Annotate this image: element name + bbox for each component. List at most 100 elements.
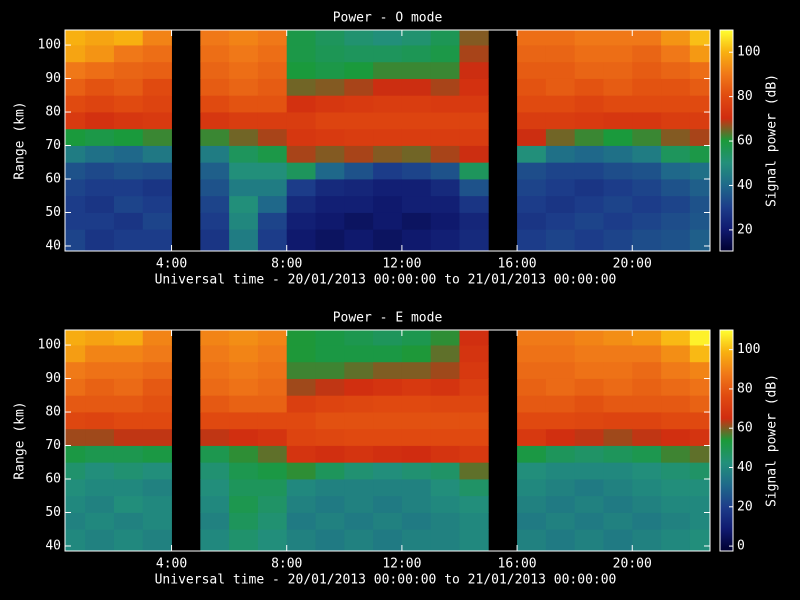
heat-cell (459, 145, 489, 163)
heat-cell (85, 378, 115, 396)
heat-cell (401, 428, 432, 446)
heat-cell (344, 512, 374, 530)
heat-cell (200, 361, 230, 379)
heat-cell (344, 529, 374, 552)
heat-cell (459, 345, 489, 363)
heat-cell (689, 162, 711, 180)
heat-cell (574, 95, 604, 113)
x-tick-label: 8:00 (271, 257, 302, 272)
heat-cell (545, 45, 576, 63)
heat-cell (200, 479, 230, 497)
heat-cell (373, 330, 403, 346)
heat-cell (85, 412, 115, 430)
heat-cell (401, 162, 432, 180)
heat-cell (344, 428, 374, 446)
heat-cell (142, 361, 172, 379)
heat-cell (315, 330, 345, 346)
heat-cell (113, 395, 144, 413)
heat-cell (229, 345, 259, 363)
heat-cell (661, 78, 691, 96)
heat-cell (315, 78, 345, 96)
heat-cell (401, 212, 432, 230)
heat-cell (459, 495, 489, 513)
heat-cell (85, 45, 115, 63)
heat-cell (142, 179, 172, 197)
heat-cell (517, 45, 547, 63)
heat-cell (286, 395, 316, 413)
heat-cell (286, 195, 316, 213)
heat-cell (113, 212, 144, 230)
heat-cell (286, 412, 316, 430)
heat-cell (113, 112, 144, 130)
heat-cell (661, 495, 691, 513)
heat-cell (430, 529, 460, 552)
heat-cell (257, 179, 288, 197)
x-tick-label: 16:00 (498, 557, 537, 572)
colorbar-tick-label: 80 (737, 381, 753, 396)
heat-cell (603, 95, 633, 113)
heat-cell (315, 45, 345, 63)
heat-cell (65, 495, 86, 513)
heat-cell (574, 345, 604, 363)
heat-cell (373, 162, 403, 180)
heat-cell (142, 378, 172, 396)
heat-cell (229, 212, 259, 230)
heat-cell (315, 512, 345, 530)
heat-cell (689, 145, 711, 163)
heat-cell (200, 495, 230, 513)
heat-cell (200, 212, 230, 230)
heat-cell (632, 361, 662, 379)
heat-cell (65, 529, 86, 552)
heat-cell (257, 128, 288, 146)
y-axis-label: Range (km) (13, 401, 28, 479)
heat-cell (459, 128, 489, 146)
heat-cell (661, 229, 691, 252)
heat-cell (142, 145, 172, 163)
heat-cell (257, 395, 288, 413)
heat-cell (344, 145, 374, 163)
heat-cell (315, 145, 345, 163)
heat-cell (401, 78, 432, 96)
x-tick-label: 16:00 (498, 257, 537, 272)
heat-cell (517, 361, 547, 379)
heat-cell (373, 112, 403, 130)
heat-cell (113, 128, 144, 146)
heat-cell (315, 195, 345, 213)
heat-cell (229, 330, 259, 346)
heat-cell (286, 445, 316, 463)
heat-cell (344, 445, 374, 463)
heat-cell (517, 212, 547, 230)
heat-cell (344, 495, 374, 513)
heat-cell (65, 361, 86, 379)
heat-cell (689, 112, 711, 130)
heat-cell (459, 112, 489, 130)
heat-cell (632, 529, 662, 552)
heat-cell (85, 395, 115, 413)
y-tick-label: 60 (45, 172, 61, 187)
heat-cell (517, 30, 547, 46)
heat-cell (574, 78, 604, 96)
heat-cell (142, 78, 172, 96)
heat-cell (689, 512, 711, 530)
heat-cell (344, 30, 374, 46)
heat-cell (286, 95, 316, 113)
heat-cell (401, 495, 432, 513)
heat-cell (545, 361, 576, 379)
heat-cell (373, 345, 403, 363)
heat-cell (315, 162, 345, 180)
heat-cell (229, 512, 259, 530)
y-tick-label: 100 (38, 338, 61, 353)
heat-cell (286, 345, 316, 363)
heat-cell (632, 378, 662, 396)
heat-cell (113, 345, 144, 363)
heat-cell (603, 428, 633, 446)
heat-cell (257, 462, 288, 480)
heat-cell (229, 30, 259, 46)
heat-cell (632, 495, 662, 513)
y-tick-label: 50 (45, 205, 61, 220)
colorbar-tick-label: 0 (737, 539, 745, 554)
y-tick-label: 80 (45, 105, 61, 120)
heat-cell (459, 445, 489, 463)
heat-cell (689, 30, 711, 46)
